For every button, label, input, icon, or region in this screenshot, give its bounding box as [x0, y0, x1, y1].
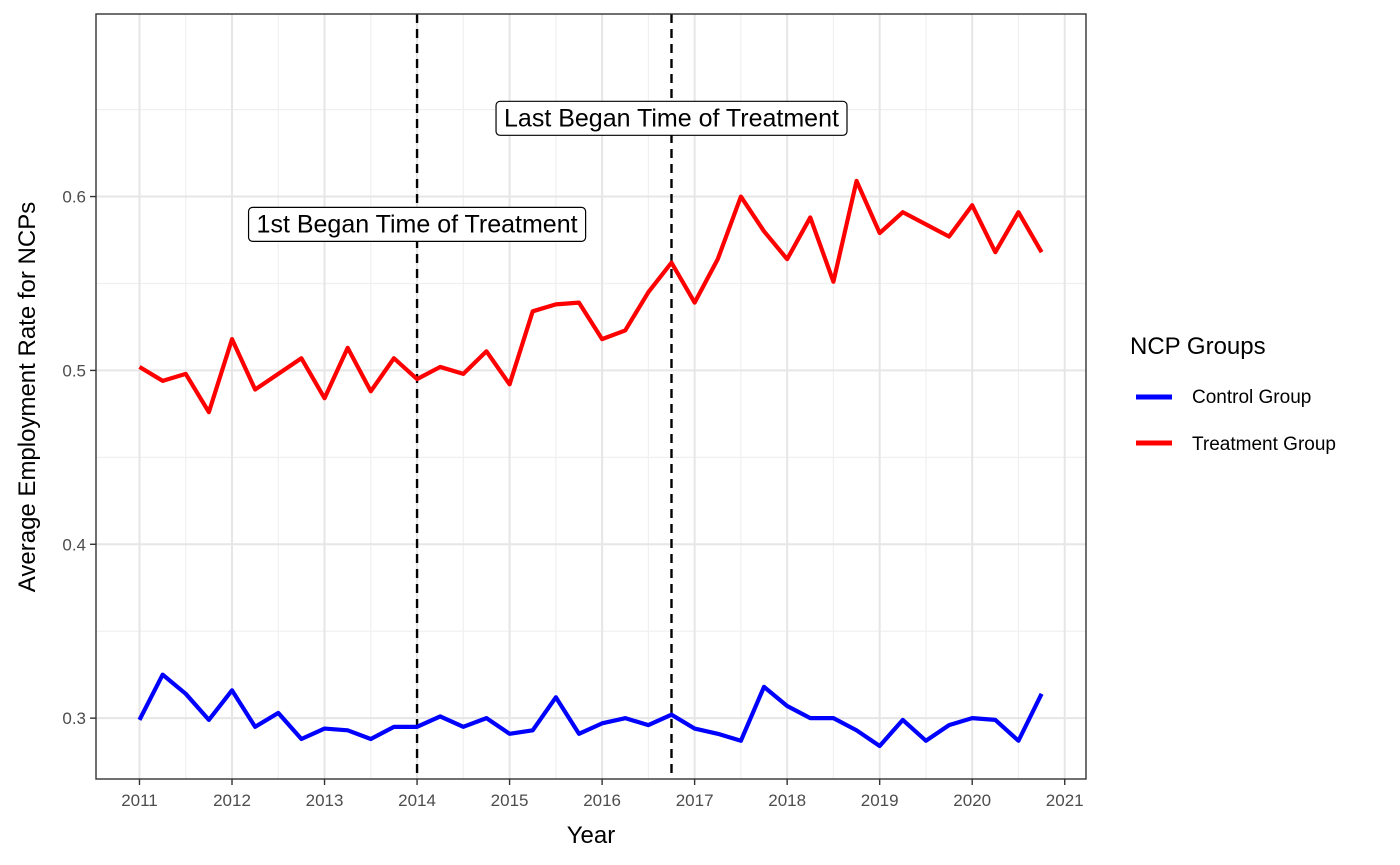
- legend-label-treatment-group: Treatment Group: [1192, 434, 1336, 455]
- annotations: 1st Began Time of Treatment Last Began Ti…: [247, 100, 848, 242]
- y-axis-ticks: 0.3 0.4 0.5 0.6: [62, 188, 96, 728]
- y-tick-label: 0.3: [62, 709, 86, 728]
- legend: NCP Groups Control Group Treatment Group: [1130, 333, 1336, 455]
- reference-lines: [415, 14, 673, 779]
- annotation-box: [495, 100, 848, 136]
- legend-title: NCP Groups: [1130, 333, 1266, 360]
- annotation-box: [247, 206, 587, 242]
- plot-background: [96, 14, 1086, 779]
- series-line-treatment-group: [138, 178, 1044, 415]
- x-axis-title: Year: [567, 822, 616, 849]
- x-tick-label: 2019: [861, 791, 899, 810]
- grid: [96, 14, 1086, 779]
- x-tick-label: 2020: [953, 791, 991, 810]
- y-tick-label: 0.4: [62, 535, 86, 554]
- plot-border: [95, 13, 1087, 780]
- x-tick-label: 2011: [121, 791, 158, 810]
- data-series: [137, 178, 1044, 749]
- x-tick-label: 2013: [306, 791, 344, 810]
- y-tick-label: 0.6: [62, 188, 86, 207]
- x-tick-label: 2016: [583, 791, 621, 810]
- x-tick-label: 2012: [213, 791, 251, 810]
- x-axis-ticks: 2011 2012 2013 2014 2015 2016 2017 2018 2019 2020…: [121, 779, 1084, 810]
- legend-label-control-group: Control Group: [1192, 387, 1311, 408]
- x-tick-label: 2021: [1046, 791, 1084, 810]
- series-line-control-group: [137, 672, 1044, 749]
- x-tick-label: 2014: [398, 791, 436, 810]
- annotation-label: Last Began Time of Treatment: [495, 100, 848, 136]
- x-tick-label: 2018: [768, 791, 806, 810]
- plot-frame: [95, 13, 1087, 780]
- x-tick-label: 2017: [676, 791, 714, 810]
- annotation-label: 1st Began Time of Treatment: [247, 206, 587, 242]
- plot-panel: [96, 14, 1086, 779]
- y-tick-label: 0.5: [62, 361, 86, 380]
- x-tick-label: 2015: [491, 791, 529, 810]
- annotation-text: 1st Began Time of Treatment: [257, 210, 578, 238]
- annotation-text: Last Began Time of Treatment: [504, 104, 839, 132]
- y-axis-title: Average Employment Rate for NCPs: [14, 202, 41, 592]
